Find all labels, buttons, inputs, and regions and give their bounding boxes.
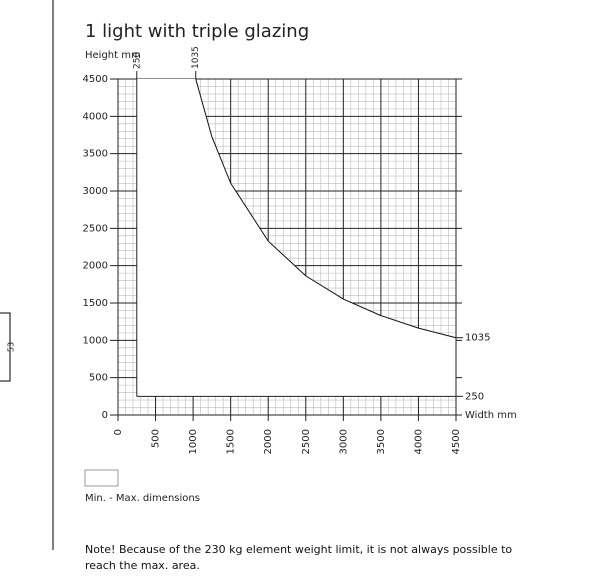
y-tick-label: 3000 bbox=[83, 186, 108, 197]
y-mark-label: 1035 bbox=[465, 333, 490, 344]
x-tick-label: 1000 bbox=[188, 429, 199, 454]
x-tick-label: 3000 bbox=[338, 429, 349, 454]
y-tick-label: 2000 bbox=[83, 261, 108, 272]
note: Note! Because of the 230 kg element weig… bbox=[85, 543, 513, 572]
y-tick-label: 2500 bbox=[83, 223, 108, 234]
x-tick-label: 4500 bbox=[451, 429, 462, 454]
y-tick-label: 0 bbox=[102, 410, 108, 421]
chart-title: 1 light with triple glazing bbox=[85, 21, 309, 42]
side-label: 53 bbox=[7, 342, 16, 352]
feasible-region bbox=[136, 79, 456, 397]
y-mark-label: 250 bbox=[465, 391, 484, 402]
legend-swatch bbox=[84, 469, 119, 487]
x-mark-label: 1035 bbox=[191, 46, 201, 69]
y-tick-label: 4000 bbox=[83, 111, 108, 122]
x-tick-label: 1500 bbox=[226, 429, 237, 454]
x-tick-label: 500 bbox=[151, 429, 162, 448]
y-axis-label: Height mm bbox=[85, 50, 141, 61]
x-mark-label: 250 bbox=[132, 52, 142, 69]
y-tick-label: 1000 bbox=[83, 335, 108, 346]
x-tick-label: 2000 bbox=[263, 429, 274, 454]
y-tick-label: 1500 bbox=[83, 298, 108, 309]
side-bracket bbox=[0, 312, 11, 382]
y-tick-label: 500 bbox=[89, 373, 108, 384]
x-tick-label: 4000 bbox=[413, 429, 424, 454]
legend-label: Min. - Max. dimensions bbox=[85, 493, 200, 504]
x-tick-label: 2500 bbox=[301, 429, 312, 454]
x-tick-label: 0 bbox=[113, 429, 124, 435]
x-axis-label: Width mm bbox=[465, 410, 517, 421]
x-tick-label: 3500 bbox=[376, 429, 387, 454]
y-tick-label: 3500 bbox=[83, 149, 108, 160]
y-tick-label: 4500 bbox=[83, 74, 108, 85]
max-area-curve bbox=[195, 78, 457, 339]
